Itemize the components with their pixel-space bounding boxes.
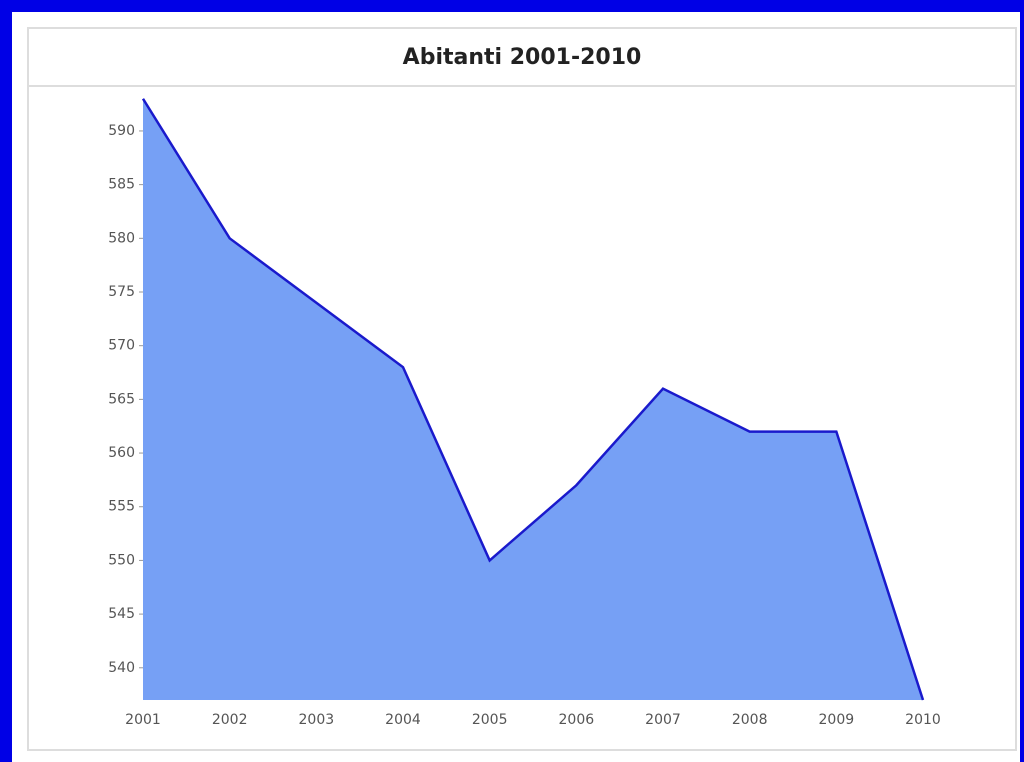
x-tick-label: 2003 (299, 712, 335, 728)
y-tick-label: 550 (108, 552, 135, 568)
x-tick-label: 2005 (472, 712, 508, 728)
chart-title: Abitanti 2001-2010 (403, 45, 642, 70)
x-tick-label: 2008 (732, 712, 768, 728)
x-tick-label: 2002 (212, 712, 248, 728)
y-tick-label: 570 (108, 338, 135, 354)
x-tick-label: 2006 (559, 712, 595, 728)
line (141, 98, 925, 701)
y-tick-label: 575 (108, 284, 135, 300)
y-tick-label: 585 (108, 177, 135, 193)
y-tick-label: 545 (108, 606, 135, 622)
y-tick-label: 590 (108, 123, 135, 139)
y-tick-label: 565 (108, 391, 135, 407)
x-tick-label: 2001 (125, 712, 161, 728)
x-tick-label: 2009 (819, 712, 855, 728)
x-tick-label: 2010 (905, 712, 941, 728)
y-tick-label: 560 (108, 445, 135, 461)
x-tick-label: 2007 (645, 712, 681, 728)
y-tick-label: 580 (108, 230, 135, 246)
area (143, 98, 923, 701)
y-tick-label: 555 (108, 499, 135, 515)
x-tick-label: 2004 (385, 712, 421, 728)
y-tick-label: 540 (108, 660, 135, 676)
